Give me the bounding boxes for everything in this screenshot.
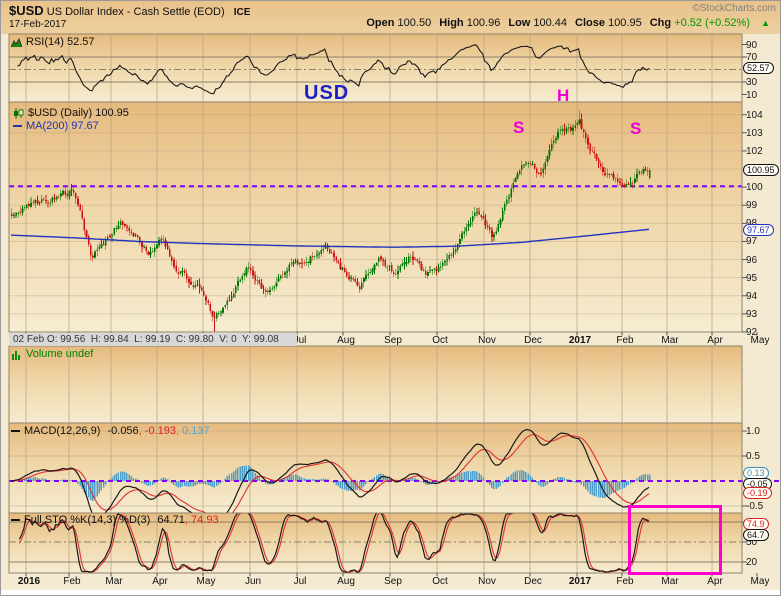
volume-panel xyxy=(9,346,742,423)
rsi-panel xyxy=(9,34,742,102)
price-panel xyxy=(9,102,742,332)
macd-line xyxy=(10,428,650,513)
ma200-line xyxy=(10,228,650,248)
highlight-box xyxy=(628,505,722,575)
rsi-line xyxy=(17,44,650,95)
macd-histogram xyxy=(11,465,651,501)
sto-k-line xyxy=(18,513,650,573)
macd-panel xyxy=(9,423,742,513)
header-background xyxy=(1,1,780,34)
macd-signal-line xyxy=(11,433,650,513)
candles xyxy=(11,110,651,332)
